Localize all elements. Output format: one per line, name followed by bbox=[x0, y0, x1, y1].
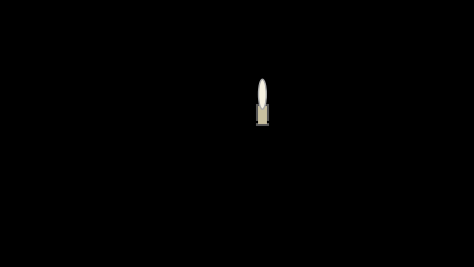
Text: Buzzer: Buzzer bbox=[391, 98, 436, 111]
Bar bbox=[257, 105, 268, 125]
Text: 10K Potentiometer: 10K Potentiometer bbox=[200, 62, 325, 76]
Text: 9VDC: 9VDC bbox=[87, 149, 122, 162]
Text: To connect a potentiometer in a circuit to allow for
   adjustable resistance, c: To connect a potentiometer in a circuit … bbox=[88, 8, 337, 46]
Ellipse shape bbox=[258, 79, 266, 109]
Text: +: + bbox=[359, 122, 367, 132]
